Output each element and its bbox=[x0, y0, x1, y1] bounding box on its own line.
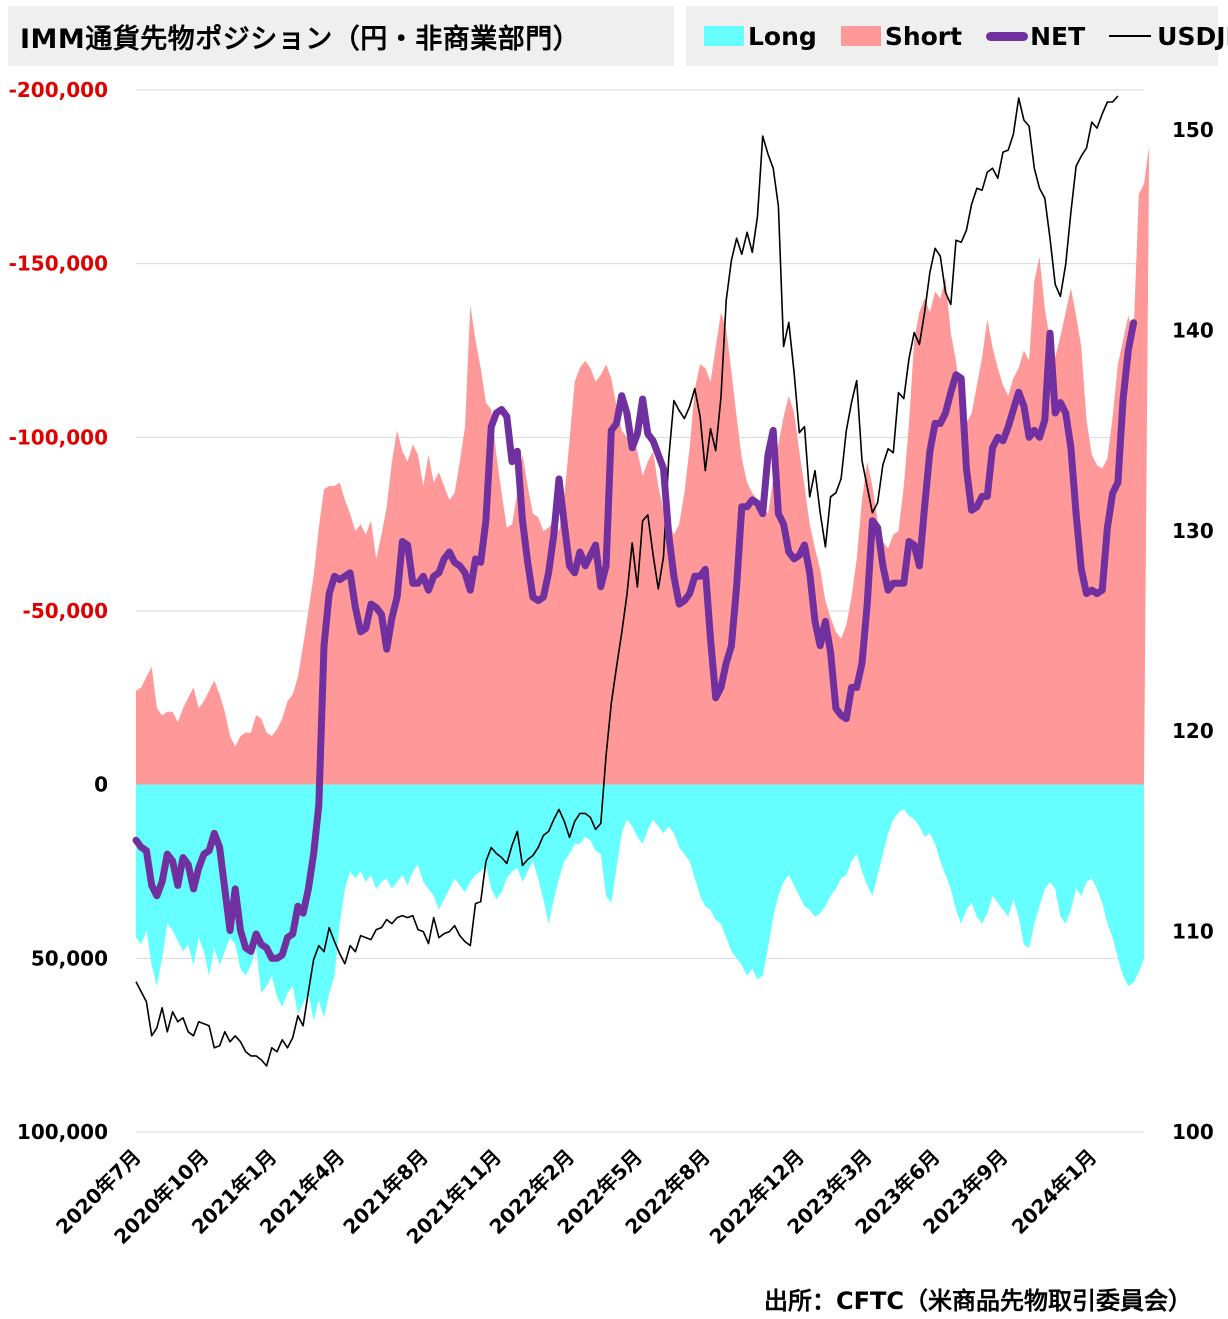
x-axis-labels: 2020年7月2020年10月2021年1月2021年4月2021年8月2021… bbox=[51, 1145, 1101, 1249]
right-tick-label: 150 bbox=[1172, 118, 1214, 142]
net-line bbox=[132, 319, 1138, 962]
left-tick-label: 100,000 bbox=[17, 1120, 108, 1144]
legend: Long Short NET USDJPY bbox=[686, 6, 1228, 66]
legend-item-net: NET bbox=[986, 22, 1085, 51]
left-tick-label: -100,000 bbox=[9, 425, 108, 449]
right-tick-label: 110 bbox=[1172, 920, 1214, 944]
chart-title-box: IMM通貨先物ポジション（円・非商業部門） bbox=[8, 6, 674, 66]
legend-label-short: Short bbox=[884, 21, 963, 51]
right-tick-label: 120 bbox=[1172, 719, 1214, 743]
legend-label-long: Long bbox=[748, 21, 817, 51]
legend-item-short: Short bbox=[840, 21, 963, 51]
right-tick-label: 130 bbox=[1172, 519, 1214, 543]
right-tick-label: 100 bbox=[1172, 1120, 1214, 1144]
legend-swatch-usdjpy bbox=[1109, 35, 1152, 37]
legend-label-net: NET bbox=[1030, 21, 1086, 51]
right-tick-label: 140 bbox=[1172, 318, 1214, 342]
area-series bbox=[136, 145, 1150, 1021]
usdjpy-line bbox=[135, 95, 1119, 1067]
legend-swatch-net bbox=[986, 31, 1029, 41]
left-tick-label: 50,000 bbox=[31, 946, 108, 970]
legend-label-usdjpy: USDJPY bbox=[1157, 21, 1228, 51]
x-tick-label: 2024年1月 bbox=[1007, 1145, 1101, 1239]
right-axis-labels: 100 110 120 130 140 150 bbox=[1172, 118, 1214, 1144]
left-tick-label: -150,000 bbox=[9, 252, 108, 276]
chart-title: IMM通貨先物ポジション（円・非商業部門） bbox=[20, 23, 581, 55]
source-note: 出所：CFTC（米商品先物取引委員会） bbox=[764, 1287, 1192, 1315]
line-series bbox=[132, 95, 1138, 1067]
left-tick-label: -50,000 bbox=[23, 599, 108, 623]
legend-item-usdjpy: USDJPY bbox=[1109, 22, 1228, 51]
long-area bbox=[136, 784, 1144, 1021]
legend-item-long: Long bbox=[704, 22, 817, 51]
legend-swatch-short bbox=[840, 26, 881, 46]
left-axis-labels: -200,000 -150,000 -100,000 -50,000 0 50,000 10… bbox=[9, 78, 108, 1144]
left-tick-label: 0 bbox=[94, 773, 108, 797]
left-tick-label: -200,000 bbox=[9, 78, 108, 102]
short-area bbox=[136, 145, 1150, 785]
legend-swatch-long bbox=[704, 26, 744, 46]
